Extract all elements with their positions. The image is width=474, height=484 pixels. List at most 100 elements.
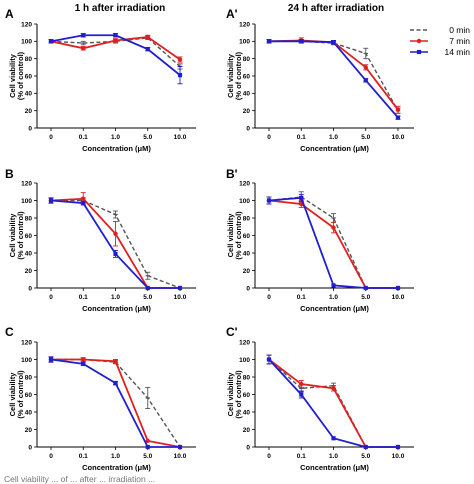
series-line: [269, 40, 399, 119]
series-7-min: [266, 196, 401, 291]
data-point: [331, 225, 336, 230]
panel-letter: B: [5, 167, 14, 181]
data-point: [113, 251, 118, 256]
y-tick-label: 20: [243, 268, 251, 275]
data-point: [113, 381, 118, 386]
data-point: [331, 283, 336, 288]
data-point: [145, 285, 150, 291]
data-point: [331, 436, 336, 441]
data-point: [299, 392, 304, 397]
y-tick-label: 0: [28, 285, 32, 292]
y-tick-label: 120: [239, 339, 250, 346]
data-point: [331, 40, 336, 45]
data-point: [81, 33, 86, 38]
x-axis-label: Concentration (μM): [300, 304, 369, 313]
y-axis-label: Cell viability: [226, 213, 235, 258]
data-point: [81, 361, 86, 366]
x-tick-label: 0.1: [297, 134, 306, 141]
legend-item-0-min: 0 min: [410, 25, 470, 35]
x-tick-label: 5.0: [143, 453, 152, 460]
x-tick-label: 0.1: [297, 453, 306, 460]
data-point: [299, 39, 304, 44]
panel-letter: C: [5, 325, 14, 339]
series-line: [51, 358, 181, 448]
y-axis-label: Cell viability: [226, 53, 235, 98]
x-tick-label: 10.0: [174, 453, 187, 460]
y-tick-label: 100: [239, 39, 250, 46]
series-line: [51, 358, 181, 448]
y-axis-label-unit: (% of control): [16, 51, 25, 100]
series-line: [268, 358, 398, 448]
data-point: [145, 47, 150, 52]
data-point: [266, 39, 272, 44]
series-7-min: [266, 354, 401, 450]
y-tick-label: 20: [25, 427, 33, 434]
data-point: [177, 57, 183, 62]
x-tick-label: 0: [267, 134, 271, 141]
panel-letter: A: [5, 7, 14, 21]
x-tick-label: 0: [49, 453, 53, 460]
y-tick-label: 80: [25, 374, 33, 381]
x-tick-label: 0.1: [79, 134, 88, 141]
y-tick-label: 60: [25, 392, 33, 399]
x-tick-label: 1.0: [329, 294, 338, 301]
x-axis-label: Concentration (μM): [300, 463, 369, 472]
x-tick-label: 0.1: [297, 294, 306, 301]
legend-item-14-min: 14 min: [410, 47, 470, 57]
x-tick-label: 5.0: [361, 294, 370, 301]
data-point: [177, 73, 183, 78]
x-axis-label: Concentration (μM): [82, 463, 151, 472]
series-14-min: [266, 39, 401, 120]
data-point: [395, 107, 401, 113]
y-tick-label: 40: [243, 250, 251, 257]
x-tick-label: 0: [49, 294, 53, 301]
data-point: [395, 285, 401, 291]
y-tick-label: 40: [25, 91, 33, 98]
data-point: [299, 381, 304, 387]
panel-a-prime: A' 0 20 40 60 80 100 120 0 0.1 1.0 5.0 10.0 Concentra…: [226, 7, 414, 153]
series-14-min: [266, 193, 401, 291]
data-point: [81, 196, 86, 201]
panel-a: A 0 20 40 60 80 100 120 0 0.1 1.0 5.0 10.0 Concentrat…: [5, 7, 196, 153]
y-axis-label: Cell viability: [8, 213, 17, 258]
y-axis-label: Cell viability: [8, 53, 17, 98]
panel-b-prime: B' 0 20 40 60 80 100 120 0 0.1 1.0 5.0 10.0 Concentra…: [226, 167, 414, 313]
y-tick-label: 100: [239, 198, 250, 205]
y-tick-label: 80: [243, 215, 251, 222]
data-point: [48, 198, 54, 203]
x-tick-label: 5.0: [143, 294, 152, 301]
y-tick-label: 100: [21, 357, 32, 364]
column-title-right: 24 h after irradiation: [288, 3, 384, 14]
y-tick-label: 0: [246, 444, 250, 451]
x-tick-label: 1.0: [329, 453, 338, 460]
data-point: [81, 357, 86, 362]
x-axis-label: Concentration (μM): [82, 144, 151, 153]
data-point: [363, 78, 368, 83]
series-14-min: [48, 356, 183, 450]
x-tick-label: 1.0: [111, 294, 120, 301]
x-tick-label: 10.0: [174, 294, 187, 301]
data-point: [395, 115, 401, 120]
x-tick-label: 0: [49, 134, 53, 141]
y-tick-label: 60: [243, 392, 251, 399]
y-tick-label: 120: [21, 339, 32, 346]
y-tick-label: 20: [243, 427, 251, 434]
y-axis-label-unit: (% of control): [16, 211, 25, 260]
series-line: [50, 37, 181, 67]
y-tick-label: 80: [243, 56, 251, 63]
data-point: [299, 195, 304, 200]
series-0-min: [48, 356, 183, 448]
data-point: [177, 285, 183, 291]
data-point: [145, 438, 150, 444]
y-tick-label: 60: [25, 233, 33, 240]
data-point: [145, 444, 150, 450]
y-axis-label-unit: (% of control): [234, 370, 243, 419]
data-point: [177, 444, 183, 450]
data-point: [113, 231, 118, 236]
panel-letter: C': [226, 325, 238, 339]
legend-label: 7 min: [449, 36, 470, 46]
series-line: [268, 358, 398, 448]
y-tick-label: 0: [28, 125, 32, 132]
y-tick-label: 40: [243, 409, 251, 416]
